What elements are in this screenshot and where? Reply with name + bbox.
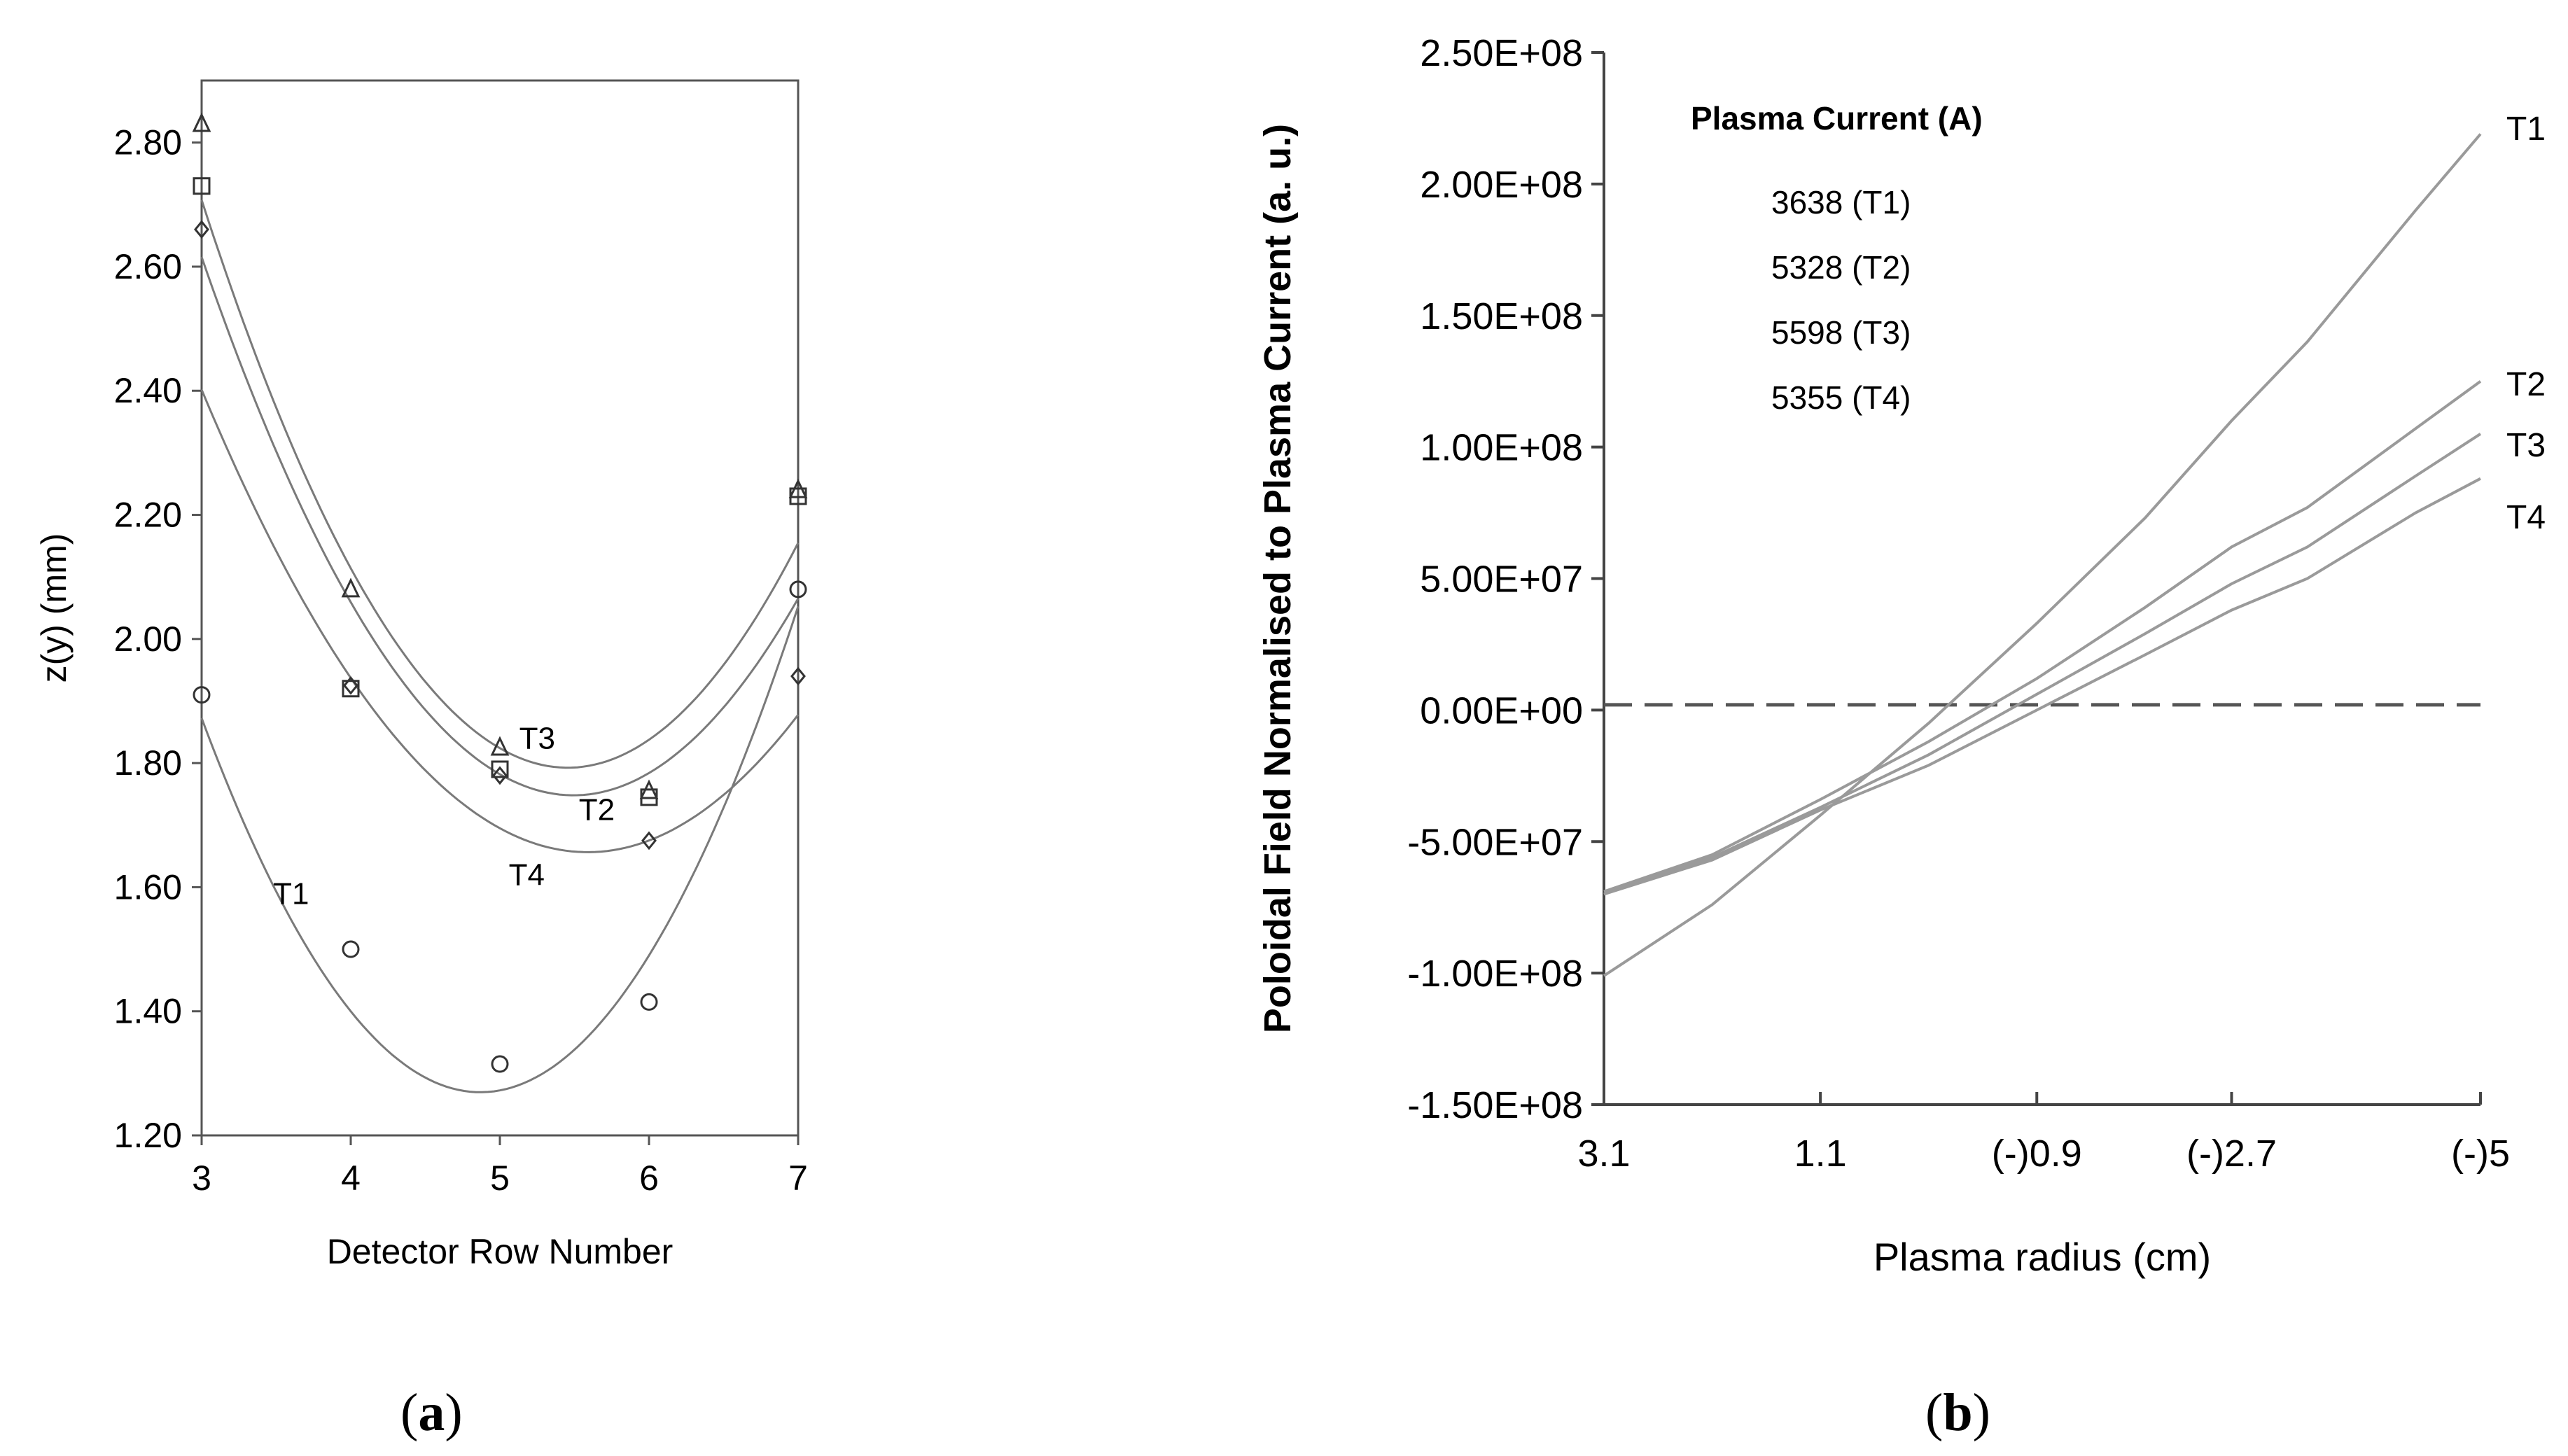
- panel-a-x-tick-label: 3: [192, 1158, 211, 1198]
- panel-b-line-end-label: T3: [2506, 427, 2546, 464]
- panel-b-chart: -1.50E+08 -1.00E+08 -5.00E+07 0.00E+00 5.00E…: [1257, 32, 2546, 1279]
- panel-a-fit-curve-t2: [200, 256, 800, 797]
- panel-a-y-tick-label: 2.00: [114, 620, 182, 659]
- panel-b-y-tick-label: -1.00E+08: [1407, 953, 1583, 995]
- panel-a-x-tick-label: 6: [639, 1158, 659, 1198]
- panel-a-marker-t2: [491, 760, 509, 778]
- panel-b-y-tick-label: 0.00E+00: [1420, 690, 1583, 732]
- panel-a-marker-t1: [491, 1055, 509, 1073]
- panel-a-marker-t4: [790, 666, 806, 686]
- panel-b-x-tick-label: 1.1: [1794, 1133, 1847, 1175]
- panel-a-caption: (a): [400, 1383, 463, 1442]
- panel-a-y-tick-label: 2.60: [114, 247, 182, 286]
- panel-b-series-line-t3: [1603, 433, 2482, 896]
- panel-a-y-tick-label: 2.20: [114, 496, 182, 535]
- panel-b-series-line-t4: [1603, 477, 2481, 896]
- panel-a-fit-curve-t3: [200, 200, 800, 769]
- panel-a-marker-t3: [788, 478, 808, 498]
- panel-b-x-axis-title: Plasma radius (cm): [1873, 1235, 2211, 1279]
- panel-b-y-tick-label: 5.00E+07: [1420, 559, 1583, 601]
- panel-b-y-tick-label: -5.00E+07: [1407, 821, 1583, 863]
- panel-a-marker-t1: [640, 993, 658, 1011]
- panel-a-chart: 1.20 1.40 1.60 1.80 2.00 2.20 2.40 2.60 2.80 3 4 5 6…: [34, 79, 808, 1271]
- panel-b-x-tick-label: (-)2.7: [2186, 1133, 2277, 1175]
- panel-a-marker-t4: [641, 831, 657, 850]
- panel-b-line-end-label: T4: [2506, 499, 2546, 536]
- panel-a-y-tick-label: 1.40: [114, 992, 182, 1031]
- panel-b-legend-title: Plasma Current (A): [1691, 100, 1983, 136]
- panel-b-y-axis-title: Poloidal Field Normalised to Plasma Curr…: [1257, 124, 1299, 1033]
- panel-a-fit-curve-t1: [200, 606, 800, 1093]
- panel-a-curve-label: T2: [579, 793, 615, 827]
- panel-b-x-tick-label: (-)0.9: [1992, 1133, 2082, 1175]
- panel-a-letter: a: [418, 1383, 445, 1442]
- panel-a-marker-t1: [193, 686, 211, 704]
- panel-a-y-tick-label: 1.60: [114, 867, 182, 906]
- panel-a-marker-t3: [490, 736, 510, 756]
- panel-b-y-tick-label: -1.50E+08: [1407, 1084, 1583, 1126]
- panel-a-marker-t2: [342, 680, 360, 698]
- panel-b-y-tick-label: 1.50E+08: [1420, 295, 1583, 337]
- panel-a-fit-curve-t4: [200, 389, 800, 853]
- panel-a-y-tick-label: 2.40: [114, 371, 182, 410]
- panel-a-marker-t3: [341, 578, 361, 598]
- panel-b-y-tick-label: 1.00E+08: [1420, 427, 1583, 469]
- panel-b-legend-entry: 5598 (T3): [1771, 314, 1911, 351]
- panel-a-marker-t1: [789, 580, 807, 598]
- panel-a-curve-label: T4: [509, 858, 545, 892]
- panel-b-legend-entry: 3638 (T1): [1771, 184, 1911, 220]
- panel-a-marker-t1: [342, 940, 360, 958]
- panel-b-y-tick-label: 2.00E+08: [1420, 164, 1583, 206]
- panel-a-marker-t3: [639, 779, 659, 799]
- panel-a-marker-t4: [492, 766, 508, 785]
- panel-a-x-axis-title: Detector Row Number: [327, 1232, 674, 1271]
- panel-b-line-end-label: T2: [2506, 366, 2546, 403]
- panel-a-marker-t3: [192, 112, 211, 132]
- panel-b-x-tick-label: (-)5: [2451, 1133, 2510, 1175]
- panel-b-letter: b: [1943, 1383, 1973, 1442]
- panel-a-curve-label: T1: [273, 876, 309, 911]
- panel-b-series-line-t2: [1603, 380, 2482, 893]
- panel-b-legend-entry: 5328 (T2): [1771, 249, 1911, 286]
- panel-a-marker-t4: [343, 676, 358, 695]
- panel-a-plot-frame: [200, 79, 800, 1137]
- panel-a-x-tick-label: 5: [490, 1158, 510, 1198]
- panel-b-series-line-t1: [1603, 133, 2482, 977]
- panel-b-x-tick-label: 3.1: [1577, 1133, 1630, 1175]
- panel-b-y-tick-label: 2.50E+08: [1420, 32, 1583, 74]
- panel-a-y-tick-label: 1.80: [114, 743, 182, 783]
- panel-a-marker-t2: [193, 177, 211, 195]
- panel-a-x-tick-label: 7: [788, 1158, 808, 1198]
- panel-b-legend-entry: 5355 (T4): [1771, 379, 1911, 416]
- panel-a-y-tick-label: 2.80: [114, 123, 182, 162]
- panel-a-marker-t4: [194, 220, 209, 239]
- panel-a-y-axis-title: z(y) (mm): [34, 533, 74, 683]
- panel-a-curve-label: T3: [519, 722, 555, 756]
- panel-b-caption: (b): [1925, 1383, 1990, 1442]
- panel-a-y-tick-label: 1.20: [114, 1116, 182, 1155]
- panel-a-x-tick-label: 4: [341, 1158, 361, 1198]
- panel-b-line-end-label: T1: [2506, 111, 2546, 148]
